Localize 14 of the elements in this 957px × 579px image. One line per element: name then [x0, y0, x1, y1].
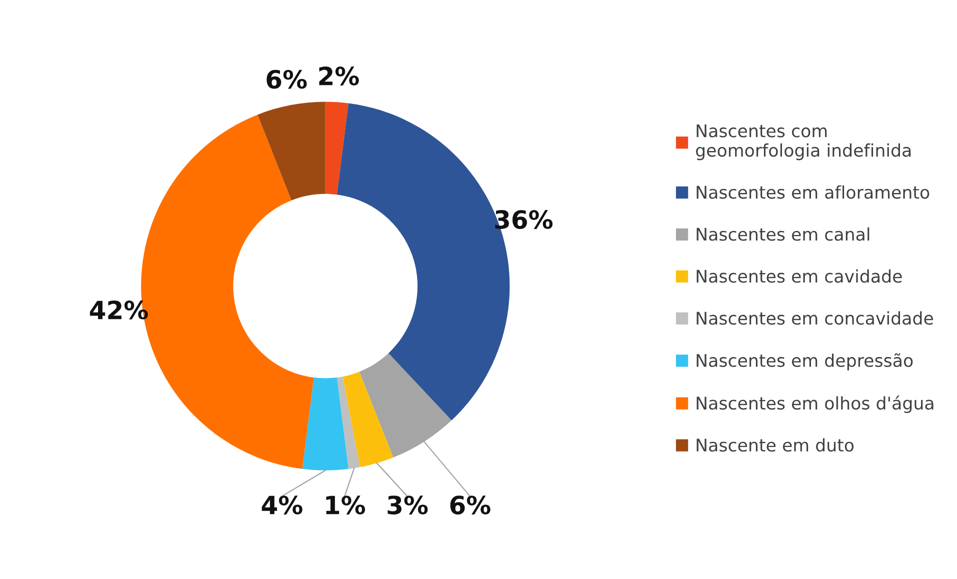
legend-label: Nascente em duto [696, 438, 854, 452]
data-label: 1% [326, 496, 366, 514]
legend-label: Nascentes em olhos d'água [696, 396, 934, 414]
data-label: 6% [266, 70, 307, 89]
data-label: 6% [450, 496, 490, 514]
legend-label: Nascentes em concavidade [696, 311, 934, 325]
data-label: 3% [388, 496, 428, 514]
legend-label: Nascentes em canal [696, 227, 870, 241]
data-label: 2% [319, 66, 359, 86]
legend-label: Nascentes com geomorfologia indefinida [696, 124, 911, 160]
legend-label: Nascentes em depressão [696, 353, 913, 370]
legend-label: Nascentes em afloramento [696, 185, 930, 199]
data-label: 4% [262, 496, 302, 514]
legend-label: Nascentes em cavidade [696, 269, 902, 283]
